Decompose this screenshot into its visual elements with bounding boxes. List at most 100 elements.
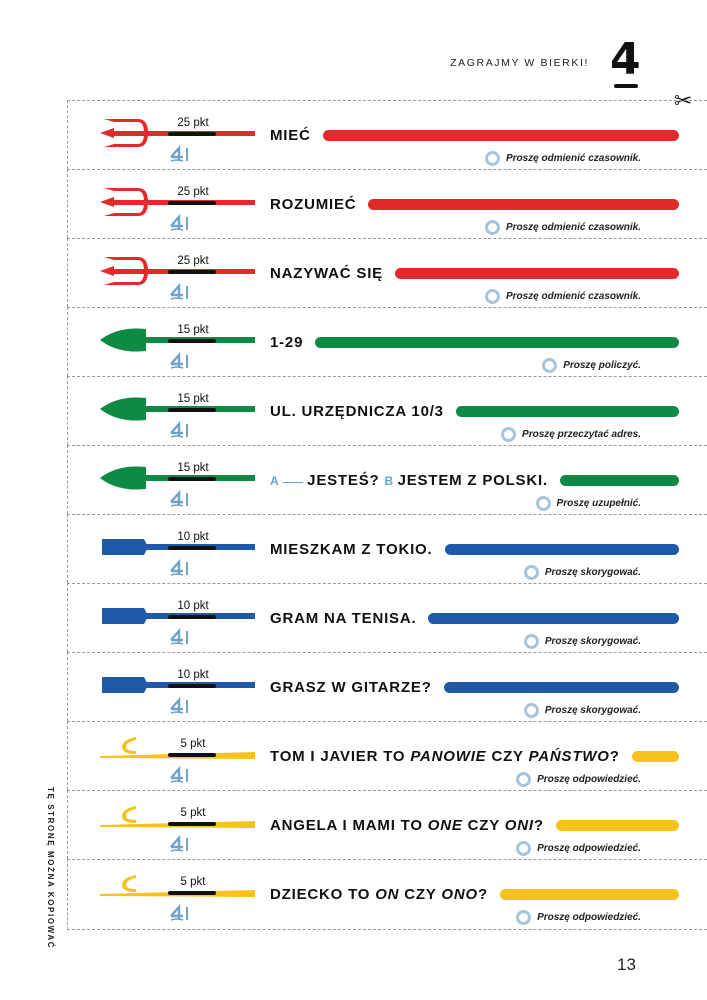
phrase: MIEĆ [270,127,311,144]
phrase-part: DZIECKO TO [270,885,376,903]
instruction: Proszę odmienić czasownik. [484,151,641,166]
phrase-part: JESTEŚ? [307,471,380,489]
ring-icon [523,565,539,580]
card-content: GRAM NA TENISA. [270,606,679,630]
stick-card: 15 pkt UL. URZĘDNICZA 10/3 Proszę przeczy… [67,376,707,445]
blank [283,481,304,483]
ring-icon [484,151,500,166]
stick-card: 5 pkt DZIECKO TO ON CZY ONO? Proszę odpow… [67,859,707,930]
phrase-italic: ONO [441,885,478,903]
phrase-part: MIESZKAM Z TOKIO. [270,540,433,558]
stick-card: 5 pkt TOM I JAVIER TO PANOWIE CZY PAŃSTW… [67,721,707,790]
card-content: ANGELA I MAMI TO ONE CZY ONI? [270,813,679,837]
phrase-part: ANGELA I MAMI TO [270,816,428,834]
instruction: Proszę skorygować. [523,703,641,718]
stick-line [444,543,679,555]
phrase: A JESTEŚ? B JESTEM Z POLSKI. [270,472,548,489]
phrase-part: GRASZ W GITARZE? [270,678,432,696]
points-label: 10 pkt [177,669,209,681]
instruction: Proszę odpowiedzieć. [516,841,641,856]
ring-icon [535,496,551,511]
stick-card: 10 pkt MIESZKAM Z TOKIO. Proszę skorygowa… [67,514,707,583]
points-label: 25 pkt [177,255,209,267]
points-bar [168,891,216,895]
stick-line [455,405,679,417]
points-bar [168,684,216,688]
stick-line [322,129,679,141]
ring-icon [516,772,532,787]
stick-card: 25 pkt NAZYWAĆ SIĘ Proszę odmienić czasow… [67,238,707,307]
phrase: ANGELA I MAMI TO ONE CZY ONI? [270,817,544,834]
instruction-text: Proszę skorygować. [544,705,641,716]
phrase-italic: PANOWIE [410,747,487,765]
stick-card: 25 pkt ROZUMIEĆ Proszę odmienić czasownik… [67,169,707,238]
instruction-text: Proszę uzupełnić. [556,498,641,509]
phrase-part: CZY [462,816,505,834]
points-label: 25 pkt [177,186,209,198]
ring-icon [523,703,539,718]
points-label: 10 pkt [177,600,209,612]
stick-card: 10 pkt GRAM NA TENISA. Proszę skorygować. [67,583,707,652]
points-label: 5 pkt [180,807,206,819]
instruction-text: Proszę odpowiedzieć. [537,774,641,785]
header-title: ZAGRAJMY W BIERKI! [450,57,589,69]
phrase: NAZYWAĆ SIĘ [270,265,383,282]
ring-icon [484,220,500,235]
card-content: GRASZ W GITARZE? [270,675,679,699]
instruction-text: Proszę przeczytać adres. [522,429,641,440]
points-label: 5 pkt [180,738,206,750]
cards-list: 25 pkt MIEĆ Proszę odmienić czasownik. 25… [67,100,707,930]
points-bar [168,132,216,136]
ring-icon [523,634,539,649]
stick-card: 15 pkt 1-29 Proszę policzyć. [67,307,707,376]
points-label: 15 pkt [177,462,209,474]
phrase-italic: ONI [504,816,534,834]
phrase: DZIECKO TO ON CZY ONO? [270,886,488,903]
points-bar [168,546,216,550]
stick-card: 15 pkt A JESTEŚ? B JESTEM Z POLSKI. Proszę … [67,445,707,514]
stick-card: 5 pkt ANGELA I MAMI TO ONE CZY ONI? Prosz… [67,790,707,859]
points-bar [168,408,216,412]
instruction-text: Proszę odpowiedzieć. [537,912,641,923]
instruction: Proszę skorygować. [523,634,641,649]
phrase-italic: ON [375,885,400,903]
points-label: 5 pkt [180,876,206,888]
card-content: 1-29 [270,330,679,354]
card-content: NAZYWAĆ SIĘ [270,261,679,285]
points-bar [168,822,216,826]
instruction-text: Proszę policzyć. [563,360,641,371]
phrase-part: CZY [486,747,529,765]
stick-line [443,681,679,693]
card-content: A JESTEŚ? B JESTEM Z POLSKI. [270,468,679,492]
stick-line [499,888,679,900]
instruction: Proszę skorygować. [523,565,641,580]
stick-line [368,198,679,210]
phrase: 1-29 [270,334,303,351]
stick-line [394,267,679,279]
ring-icon [516,841,532,856]
card-content: MIESZKAM Z TOKIO. [270,537,679,561]
instruction: Proszę odmienić czasownik. [484,220,641,235]
phrase-part: JESTEM Z POLSKI. [397,471,548,489]
instruction-text: Proszę odmienić czasownik. [505,222,641,233]
points-label: 25 pkt [177,117,209,129]
phrase-part: TOM I JAVIER TO [270,747,411,765]
phrase-part: 1-29 [270,333,304,351]
instruction: Proszę odmienić czasownik. [484,289,641,304]
card-content: TOM I JAVIER TO PANOWIE CZY PAŃSTWO? [270,744,679,768]
phrase-part: MIEĆ [270,126,311,144]
instruction-text: Proszę odmienić czasownik. [505,153,641,164]
instruction: Proszę uzupełnić. [535,496,641,511]
ring-icon [542,358,558,373]
points-label: 10 pkt [177,531,209,543]
stick-line [315,336,679,348]
stick-line [559,474,679,486]
card-content: MIEĆ [270,123,679,147]
points-bar [168,477,216,481]
instruction: Proszę policzyć. [542,358,641,373]
phrase-part: CZY [399,885,442,903]
side-note: TĘ STRONĘ MOŻNA KOPIOWAĆ [46,787,55,950]
phrase-italic: ONE [427,816,463,834]
instruction-text: Proszę odmienić czasownik. [505,291,641,302]
phrase: TOM I JAVIER TO PANOWIE CZY PAŃSTWO? [270,748,620,765]
